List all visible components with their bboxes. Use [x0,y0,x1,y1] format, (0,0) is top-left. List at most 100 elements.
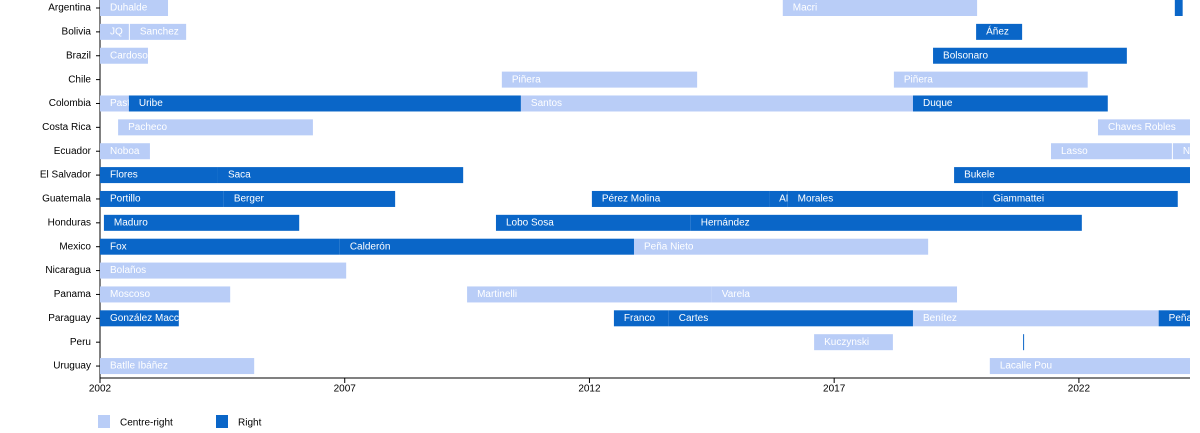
bar-label: Áñez [986,25,1009,38]
bar [591,190,770,207]
bar [467,286,712,303]
bar [118,119,313,136]
bar-label: Duque [923,98,953,109]
y-tick-label: Chile [68,74,91,85]
bar-label: AM [779,194,794,205]
bar [100,358,255,375]
bar [223,190,396,207]
bar [814,334,893,351]
bar-label: Lacalle Pou [1000,361,1052,372]
bar [100,95,129,112]
bar-label: Hernández [701,217,750,228]
bar-label: Saca [228,170,251,181]
x-tick-label: 2007 [334,384,357,395]
y-tick-label: Uruguay [53,361,91,372]
y-tick-label: Panama [54,289,92,300]
bar-label: Benítez [923,313,957,324]
bar-label: Morales [798,194,834,205]
bar-label: Martinelli [477,289,517,300]
y-tick-label: Bolivia [62,27,92,38]
y-tick-label: Colombia [49,98,92,109]
bar-label: Varela [722,289,751,300]
bar [769,190,788,207]
bar-label: Santos [531,98,562,109]
y-tick-label: Nicaragua [45,265,91,276]
bar [100,167,218,184]
bar [1023,334,1025,351]
x-tick-label: 2022 [1068,384,1091,395]
bar [217,167,464,184]
bar [633,238,929,255]
x-tick-label: 2017 [823,384,846,395]
y-tick-label: Paraguay [48,313,91,324]
bar-label: Duhalde [110,3,148,14]
y-tick-label: Mexico [59,241,91,252]
bar-label: JQ [110,27,123,38]
bar-label: Piñera [904,74,933,85]
bar-label: Calderón [350,241,391,252]
bar-label: Noboa [1183,146,1200,157]
bar-label: Cartes [679,313,708,324]
x-tick-label: 2012 [578,384,601,395]
legend-swatch [216,415,228,428]
bar [1097,119,1190,136]
bar [100,47,148,64]
y-tick-label: Guatemala [42,194,91,205]
bar [982,190,1178,207]
bar [690,214,1082,231]
bar [1050,143,1172,160]
bar [100,0,169,16]
bar [128,95,521,112]
bar [129,23,187,40]
bar-label: Macri [793,3,817,14]
y-tick-label: Brazil [66,50,91,61]
bar [100,238,340,255]
bar-label: Bukele [964,170,995,181]
bar [711,286,958,303]
bar [103,214,300,231]
bar [1172,143,1190,160]
bar [100,286,231,303]
bar [100,262,347,279]
legend-label: Right [238,418,262,429]
bar [1158,310,1190,327]
bar [100,310,179,327]
y-tick-label: Argentina [48,3,91,14]
bar-label: Cardoso [110,50,148,61]
bar [976,23,1023,40]
bar [782,0,978,16]
bar [501,71,698,88]
x-tick-label: 2002 [89,384,112,395]
bar-label: Berger [234,194,265,205]
bar-label: Lasso [1061,146,1088,157]
y-tick-label: Honduras [48,217,91,228]
bar-label: Pastrana [110,98,150,109]
bar [954,167,1190,184]
bar-label: González Macchi [110,313,187,324]
bar-label: Pacheco [128,122,167,133]
bar-label: Maduro [114,217,148,228]
bar [100,190,224,207]
bar [893,71,1088,88]
bar [933,47,1127,64]
y-tick-label: Ecuador [54,146,92,157]
bar [787,190,983,207]
bar-label: Bolsonaro [943,50,988,61]
bar-label: Franco [624,313,656,324]
bar-label: Pérez Molina [602,194,661,205]
bar-label: Lobo Sosa [506,217,554,228]
bar-label: Sanchez [140,27,179,38]
bar-label: Bolaños [110,265,146,276]
bar [613,310,669,327]
bar [668,310,913,327]
bar-label: Batlle Ibáñez [110,361,168,372]
bar [339,238,634,255]
bar [520,95,913,112]
y-tick-label: El Salvador [40,170,92,181]
bar [912,310,1159,327]
bar-label: Peña Nieto [644,241,694,252]
bar [100,143,150,160]
bar-label: Chaves Robles [1108,122,1176,133]
bar-label: Flores [110,170,138,181]
bar-label: Noboa [110,146,140,157]
